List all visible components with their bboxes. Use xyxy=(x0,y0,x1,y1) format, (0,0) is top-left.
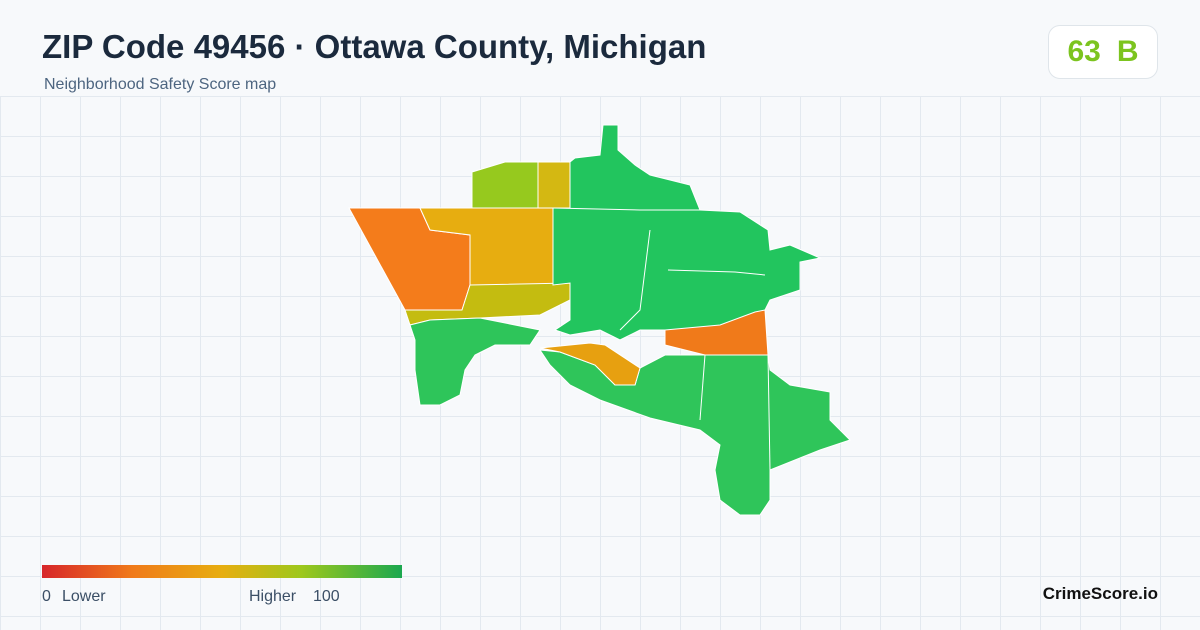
region xyxy=(538,349,851,516)
region xyxy=(471,161,539,209)
legend-gradient xyxy=(42,565,402,578)
region-border xyxy=(619,229,651,331)
region-border xyxy=(552,207,700,211)
legend-max: 100 xyxy=(313,588,340,605)
subtitle: Neighborhood Safety Score map xyxy=(44,76,277,93)
brand: CrimeScore.io xyxy=(1042,584,1158,603)
region-border xyxy=(767,354,771,471)
region xyxy=(539,342,641,386)
score-value: 63 xyxy=(1067,35,1101,68)
region-border xyxy=(667,269,766,276)
legend-min: 0 xyxy=(42,588,51,605)
region xyxy=(537,161,571,209)
score-box: 63 B xyxy=(1048,25,1158,79)
region xyxy=(552,124,822,356)
legend-max-label: Higher xyxy=(249,588,297,605)
score-grade: B xyxy=(1116,35,1139,68)
region xyxy=(664,309,769,356)
title: ZIP Code 49456 · Ottawa County, Michigan xyxy=(42,28,707,65)
region xyxy=(409,317,541,406)
region-border xyxy=(699,354,706,421)
legend-min-label: Lower xyxy=(62,588,106,605)
